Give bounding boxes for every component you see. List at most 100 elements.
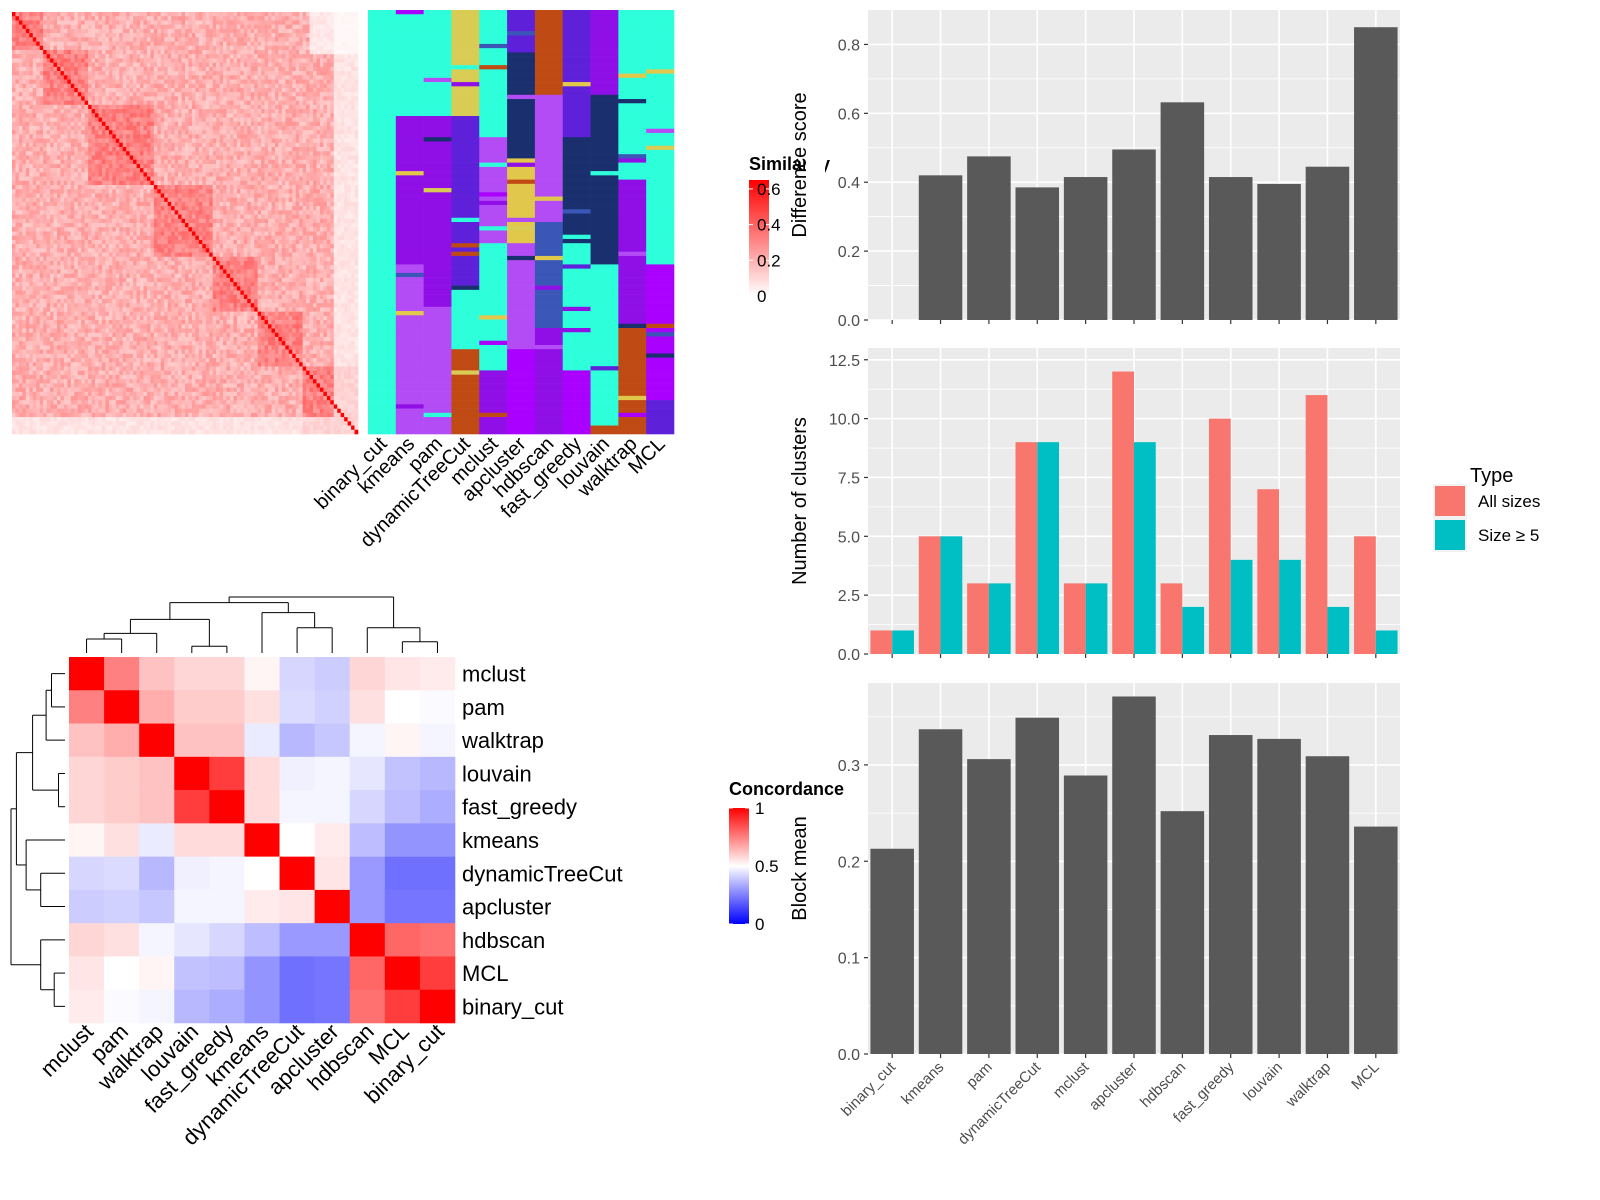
similarity-cell: [288, 16, 293, 21]
similarity-cell: [306, 147, 310, 152]
similarity-cell: [209, 189, 213, 194]
similarity-cell: [178, 58, 182, 63]
similarity-cell: [164, 193, 168, 198]
similarity-cell: [340, 66, 345, 72]
similarity-cell: [299, 159, 303, 165]
similarity-cell: [95, 33, 99, 38]
similarity-cell: [12, 75, 16, 80]
similarity-cell: [122, 96, 127, 101]
similarity-cell: [306, 49, 310, 55]
similarity-cell: [250, 16, 255, 21]
similarity-cell: [157, 83, 162, 89]
similarity-cell: [340, 62, 345, 68]
similarity-cell: [171, 197, 175, 203]
similarity-cell: [36, 193, 40, 198]
similarity-cell: [236, 163, 241, 169]
similarity-cell: [316, 33, 321, 38]
similarity-cell: [302, 92, 307, 97]
similarity-cell: [271, 180, 276, 186]
similarity-cell: [333, 12, 338, 17]
similarity-cell: [185, 201, 189, 207]
similarity-cell: [150, 201, 155, 207]
similarity-cell: [105, 147, 110, 152]
similarity-cell: [250, 218, 255, 224]
similarity-cell: [212, 49, 217, 55]
similarity-cell: [271, 185, 276, 190]
similarity-cell: [337, 79, 341, 85]
similarity-cell: [223, 214, 227, 220]
similarity-cell: [261, 134, 265, 139]
similarity-cell: [25, 117, 30, 123]
similarity-cell: [292, 12, 297, 17]
similarity-cell: [67, 185, 72, 190]
similarity-cell: [223, 62, 227, 68]
similarity-cell: [91, 79, 96, 85]
similarity-cell: [122, 147, 127, 152]
similarity-cell: [274, 210, 279, 215]
similarity-cell: [333, 96, 338, 101]
similarity-cell: [247, 28, 252, 34]
similarity-cell: [219, 71, 224, 76]
similarity-cell: [198, 79, 203, 85]
similarity-cell: [181, 83, 186, 89]
similarity-cell: [281, 197, 286, 203]
similarity-cell: [140, 134, 144, 139]
similarity-cell: [88, 218, 92, 224]
similarity-cell: [112, 163, 117, 169]
similarity-cell: [250, 96, 255, 101]
similarity-cell: [243, 201, 248, 207]
similarity-cell: [188, 92, 193, 97]
similarity-cell: [122, 75, 127, 80]
similarity-cell: [167, 28, 172, 34]
similarity-cell: [216, 159, 220, 165]
similarity-cell: [254, 185, 258, 190]
similarity-cell: [178, 201, 182, 207]
similarity-cell: [178, 159, 182, 165]
similarity-cell: [77, 180, 82, 186]
similarity-cell: [174, 100, 179, 106]
similarity-cell: [164, 134, 168, 139]
similarity-cell: [50, 125, 54, 131]
similarity-cell: [195, 218, 200, 224]
similarity-cell: [178, 16, 182, 21]
similarity-cell: [88, 92, 92, 97]
similarity-cell: [323, 138, 328, 144]
similarity-cell: [351, 185, 355, 190]
similarity-cell: [337, 163, 341, 169]
similarity-cell: [101, 104, 106, 110]
similarity-cell: [167, 214, 172, 220]
similarity-cell: [209, 45, 213, 51]
similarity-cell: [140, 172, 144, 177]
similarity-cell: [191, 138, 196, 144]
similarity-cell: [264, 218, 269, 224]
similarity-cell: [326, 104, 331, 110]
similarity-cell: [226, 71, 231, 76]
similarity-cell: [119, 16, 124, 21]
similarity-cell: [105, 71, 110, 76]
similarity-cell: [229, 121, 234, 127]
similarity-cell: [243, 214, 248, 220]
similarity-cell: [188, 33, 193, 38]
similarity-cell: [18, 117, 23, 123]
similarity-cell: [219, 168, 224, 173]
similarity-cell: [167, 96, 172, 101]
similarity-cell: [112, 33, 117, 38]
similarity-cell: [143, 185, 148, 190]
similarity-cell: [285, 96, 290, 101]
similarity-cell: [278, 134, 283, 139]
similarity-cell: [77, 138, 82, 144]
similarity-cell: [25, 92, 30, 97]
similarity-cell: [347, 37, 352, 42]
similarity-cell: [140, 96, 144, 101]
similarity-cell: [223, 151, 227, 156]
similarity-cell: [122, 176, 127, 182]
similarity-cell: [115, 66, 120, 72]
similarity-cell: [88, 197, 92, 203]
similarity-cell: [12, 201, 16, 207]
similarity-cell: [299, 125, 303, 131]
similarity-cell: [43, 155, 47, 160]
similarity-cell: [323, 83, 328, 89]
similarity-cell: [60, 92, 65, 97]
similarity-cell: [25, 79, 30, 85]
similarity-cell: [50, 206, 54, 211]
